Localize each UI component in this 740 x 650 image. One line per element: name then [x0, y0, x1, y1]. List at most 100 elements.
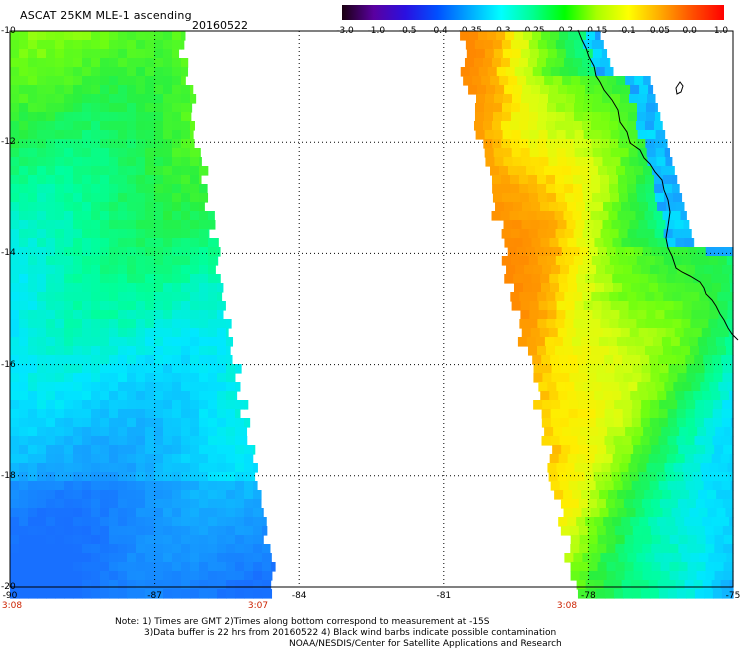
swath-pixel	[145, 319, 155, 329]
swath-pixel	[235, 436, 245, 446]
swath-pixel	[513, 283, 524, 293]
swath-pixel	[73, 265, 83, 275]
swath-pixel	[100, 301, 110, 311]
swath-pixel	[253, 562, 263, 572]
swath-pixel	[46, 58, 56, 68]
swath-pixel	[608, 175, 619, 185]
swath-pixel	[688, 427, 698, 437]
swath-pixel	[217, 301, 226, 311]
swath-pixel	[28, 202, 38, 212]
swath-pixel	[696, 247, 707, 257]
swath-pixel	[540, 202, 550, 212]
swath-pixel	[253, 526, 263, 536]
swath-pixel	[73, 103, 83, 113]
swath-pixel	[28, 463, 38, 473]
swath-pixel	[190, 184, 200, 194]
swath-pixel	[546, 112, 557, 122]
swath-pixel	[136, 427, 146, 437]
swath-pixel	[217, 508, 227, 518]
swath-pixel	[55, 346, 65, 356]
swath-pixel	[55, 490, 65, 500]
swath-pixel	[37, 31, 47, 41]
swath-pixel	[136, 544, 146, 554]
swath-pixel	[208, 211, 215, 221]
swath-pixel	[28, 103, 38, 113]
swath-pixel	[100, 319, 110, 329]
swath-pixel	[127, 319, 137, 329]
swath-pixel	[46, 481, 56, 491]
swath-pixel	[55, 40, 65, 50]
swath-pixel	[91, 301, 101, 311]
swath-pixel	[650, 526, 661, 536]
swath-pixel	[645, 112, 656, 122]
swath-pixel	[199, 346, 209, 356]
swath-pixel	[55, 193, 65, 203]
swath-pixel	[37, 139, 47, 149]
swath-pixel	[490, 166, 500, 176]
swath-pixel	[127, 445, 137, 455]
swath-pixel	[181, 364, 191, 374]
swath-pixel	[539, 157, 550, 167]
swath-pixel	[687, 571, 698, 581]
swath-pixel	[46, 490, 56, 500]
swath-pixel	[582, 103, 593, 113]
swath-pixel	[145, 157, 155, 167]
swath-pixel	[100, 454, 110, 464]
swath-pixel	[509, 175, 520, 185]
swath-pixel	[658, 409, 669, 419]
swath-pixel	[100, 589, 110, 599]
swath-pixel	[718, 310, 729, 320]
swath-pixel	[91, 283, 101, 293]
swath-pixel	[630, 202, 640, 212]
swath-pixel	[465, 40, 476, 50]
swath-pixel	[585, 85, 595, 95]
swath-pixel	[127, 409, 137, 419]
swath-pixel	[475, 49, 486, 59]
swath-pixel	[154, 229, 164, 239]
swath-pixel	[629, 157, 640, 167]
swath-pixel	[564, 184, 574, 194]
swath-pixel	[163, 562, 173, 572]
swath-pixel	[127, 247, 137, 257]
swath-pixel	[235, 454, 245, 464]
swath-pixel	[548, 157, 559, 167]
swath-pixel	[593, 157, 604, 167]
swath-pixel	[707, 490, 717, 500]
swath-pixel	[730, 418, 734, 428]
swath-pixel	[702, 517, 712, 527]
swath-pixel	[677, 526, 688, 536]
swath-pixel	[64, 121, 74, 131]
swath-pixel	[573, 40, 584, 50]
swath-pixel	[190, 166, 200, 176]
swath-pixel	[687, 445, 697, 455]
swath-pixel	[574, 130, 585, 140]
swath-pixel	[597, 247, 608, 257]
swath-pixel	[208, 445, 218, 455]
swath-pixel	[127, 229, 137, 239]
swath-pixel	[730, 409, 734, 419]
swath-pixel	[145, 463, 155, 473]
swath-pixel	[64, 391, 74, 401]
swath-pixel	[616, 166, 626, 176]
swath-pixel	[684, 517, 694, 527]
swath-pixel	[629, 220, 640, 230]
swath-pixel	[127, 103, 137, 113]
swath-pixel	[700, 301, 711, 311]
swath-pixel	[569, 400, 579, 410]
swath-pixel	[37, 220, 47, 230]
swath-pixel	[631, 355, 641, 365]
swath-pixel	[181, 346, 191, 356]
swath-pixel	[244, 535, 254, 545]
swath-pixel	[19, 454, 29, 464]
swath-pixel	[91, 157, 101, 167]
swath-pixel	[109, 463, 119, 473]
swath-pixel	[19, 517, 29, 527]
swath-pixel	[55, 229, 65, 239]
swath-pixel	[64, 238, 74, 248]
swath-pixel	[599, 58, 610, 68]
swath-pixel	[127, 418, 137, 428]
swath-pixel	[136, 175, 146, 185]
swath-pixel	[700, 463, 711, 473]
swath-pixel	[558, 391, 568, 401]
swath-pixel	[549, 454, 560, 464]
